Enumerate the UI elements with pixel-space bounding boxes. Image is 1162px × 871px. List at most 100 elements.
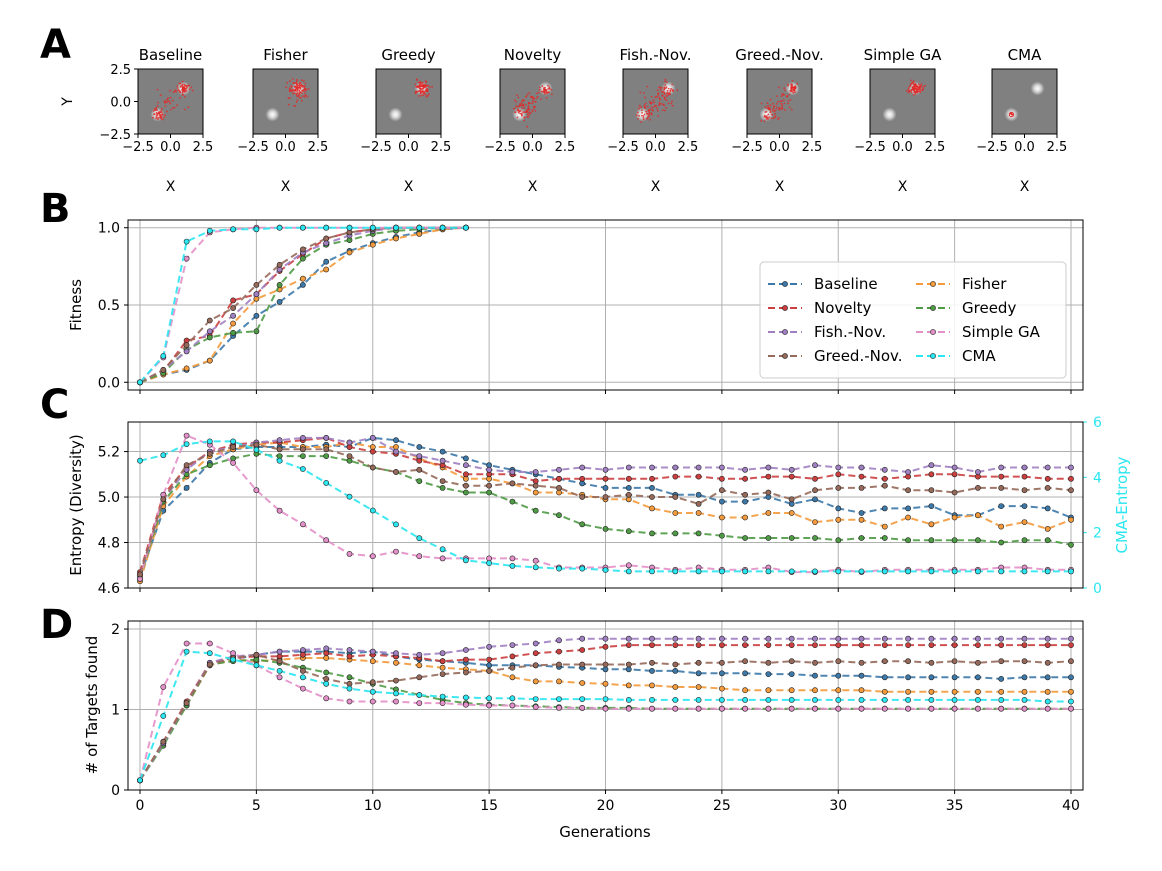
data-point — [858, 473, 865, 480]
data-point — [1021, 658, 1028, 665]
data-point — [812, 519, 818, 525]
data-point — [672, 684, 679, 690]
sample-point — [777, 118, 779, 120]
data-point — [393, 437, 399, 444]
sample-point — [772, 109, 774, 112]
sample-point — [656, 89, 659, 92]
data-point — [858, 535, 865, 541]
data-point — [695, 491, 702, 498]
scatter-subplot-fisher: Fisher −2.5 0.0 2.5 X — [237, 46, 328, 195]
x-tick-label: 20 — [597, 798, 615, 814]
data-point — [1068, 705, 1074, 712]
sample-point — [291, 78, 294, 80]
sample-point — [657, 92, 660, 95]
sample-point — [157, 101, 159, 104]
data-point — [230, 656, 236, 663]
sample-point — [159, 94, 162, 97]
data-point — [905, 469, 911, 475]
data-point — [835, 672, 842, 679]
sample-point — [417, 95, 420, 97]
series-greed-nov — [137, 651, 1074, 784]
sample-point — [532, 98, 535, 101]
sample-point — [169, 89, 171, 92]
data-point — [719, 532, 725, 539]
sample-point — [304, 96, 306, 98]
sample-point — [652, 106, 655, 108]
data-point — [788, 635, 795, 642]
data-point — [579, 661, 586, 668]
data-point — [1068, 658, 1074, 665]
x-axis-label: X — [775, 179, 785, 195]
data-point — [649, 642, 655, 648]
data-point — [951, 674, 958, 681]
data-point — [416, 444, 423, 450]
sample-point — [153, 108, 156, 111]
data-point — [649, 530, 655, 537]
panel-b-fitness-chart: 0.0 0.5 1.0 Fitness Baseline Fisher Novelty G… — [67, 219, 1084, 394]
data-point — [835, 705, 842, 712]
sample-point — [514, 111, 516, 114]
sample-point — [784, 89, 787, 92]
data-point — [439, 700, 446, 706]
data-point — [393, 690, 399, 697]
y-tick-label: 2.5 — [110, 63, 131, 78]
subplot-title: Greed.-Nov. — [735, 46, 824, 64]
data-point — [1021, 705, 1028, 712]
legend-swatch-marker — [782, 305, 788, 311]
data-point — [1021, 642, 1028, 648]
legend-item-novelty: Novelty — [768, 299, 872, 317]
sample-point — [179, 82, 182, 85]
d-ylabel: # of Targets found — [83, 636, 101, 775]
data-point — [206, 650, 213, 657]
y-tick-label: 4.8 — [98, 536, 120, 552]
data-point — [858, 659, 865, 666]
data-point — [742, 466, 748, 473]
sample-point — [1011, 113, 1013, 116]
data-point — [998, 688, 1005, 695]
data-point — [253, 487, 260, 494]
data-point — [975, 688, 981, 695]
landscape-background — [376, 69, 441, 134]
data-point — [556, 512, 562, 519]
data-point — [695, 473, 702, 480]
sample-point — [297, 86, 299, 89]
data-point — [1044, 475, 1051, 482]
data-point — [137, 777, 143, 784]
sample-point — [302, 85, 304, 87]
sample-point — [642, 115, 645, 117]
data-point — [206, 227, 213, 234]
sample-point — [917, 83, 920, 86]
data-point — [323, 446, 330, 453]
data-point — [835, 642, 842, 648]
sample-point — [764, 105, 767, 108]
data-point — [602, 526, 609, 532]
data-point — [602, 635, 609, 642]
data-point — [858, 642, 865, 648]
sample-point — [420, 94, 422, 97]
data-point — [416, 466, 423, 473]
y-tick-label: 4.6 — [98, 581, 120, 597]
subplot-title: Novelty — [504, 46, 562, 64]
data-point — [1068, 487, 1074, 494]
sample-point — [649, 118, 651, 121]
sample-point — [777, 100, 780, 103]
data-point — [765, 568, 772, 575]
x-axis-label: X — [404, 179, 414, 195]
data-point — [1068, 688, 1074, 695]
sample-point — [167, 100, 170, 102]
data-point — [369, 658, 376, 665]
sample-point — [913, 90, 916, 93]
data-point — [346, 224, 353, 231]
sample-point — [523, 107, 526, 109]
data-point — [1044, 674, 1051, 681]
sample-point — [419, 89, 422, 92]
sample-point — [172, 91, 175, 93]
data-point — [160, 452, 167, 459]
data-point — [998, 642, 1005, 648]
sample-point — [545, 89, 548, 91]
x-tick-label: 2.5 — [802, 140, 823, 155]
data-point — [858, 697, 865, 703]
data-point — [951, 489, 958, 496]
sample-point — [788, 106, 791, 109]
